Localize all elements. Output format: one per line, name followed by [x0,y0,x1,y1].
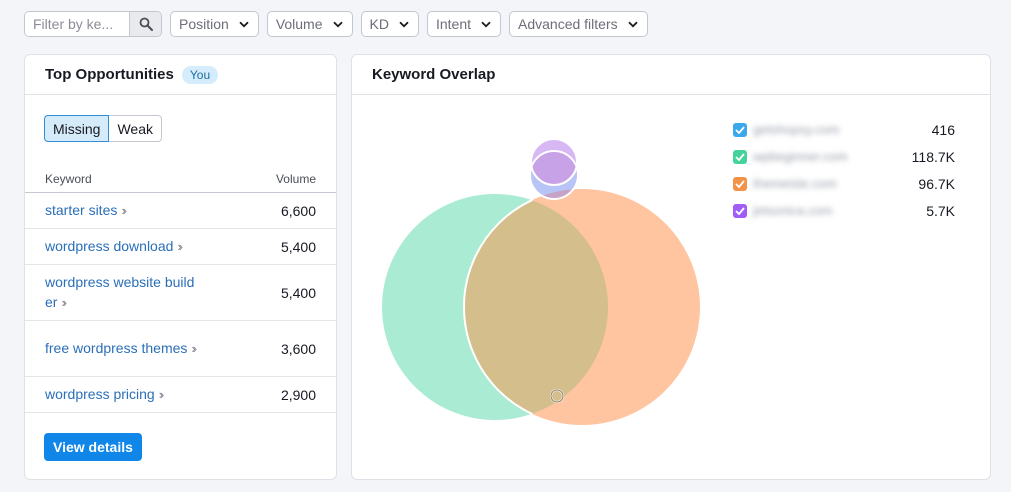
double-chevron-right-icon: ›› [61,295,66,310]
legend-item: jetsonica.com 5.7K [733,197,955,224]
keyword-overlap-card: Keyword Overlap ge [351,54,991,480]
table-row: free wordpress themes ›› 3,600 [25,321,336,377]
keyword-text: wordpress download [45,238,174,254]
dropdown-label: Advanced filters [518,16,618,32]
keyword-link[interactable]: free wordpress themes ›› [45,338,197,359]
legend-count: 96.7K [918,175,955,192]
filter-bar: Position Volume KD Intent Advanced filte… [24,11,648,37]
column-header-keyword: Keyword [45,171,92,186]
keyword-link[interactable]: wordpress download ›› [45,236,197,257]
tab-weak[interactable]: Weak [109,115,163,142]
chevron-down-icon [399,21,409,28]
view-details-button[interactable]: View details [44,433,142,461]
kd-dropdown[interactable]: KD [360,11,419,37]
legend-count: 416 [931,121,955,138]
double-chevron-right-icon: ›› [158,387,164,402]
venn-circle-outline [550,389,564,403]
legend-domain: wpbeginner.com [753,149,848,164]
volume-value: 5,400 [280,284,316,301]
volume-value: 5,400 [280,238,316,255]
keyword-text: wordpress website builder [45,274,195,310]
you-badge: You [181,65,219,84]
dropdown-label: Volume [275,16,323,32]
card-title: Keyword Overlap [372,66,496,83]
table-row: wordpress pricing ›› 2,900 [25,377,336,413]
card-header: Top Opportunities You [25,55,336,95]
dropdown-label: Position [179,16,229,32]
search-button[interactable] [129,12,161,36]
tab-missing[interactable]: Missing [44,115,110,142]
venn-overlap-region[interactable] [463,189,700,425]
venn-circle-outline [529,150,579,200]
double-chevron-right-icon: ›› [191,341,196,356]
legend-count: 5.7K [926,202,955,219]
double-chevron-right-icon: ›› [121,203,126,218]
dropdown-label: Intent [435,16,471,32]
checkbox-checked-icon[interactable] [733,149,747,164]
keyword-text: wordpress pricing [45,386,155,402]
volume-value: 2,900 [280,386,316,403]
legend-domain: jetsonica.com [753,203,833,218]
chevron-down-icon [481,21,491,28]
chevron-down-icon [239,21,249,28]
legend-item: getshopsy.com 416 [733,116,955,143]
dropdown-label: KD [369,16,389,32]
venn-small-overlap [531,151,577,185]
keyword-link[interactable]: starter sites ›› [45,200,197,221]
venn-diagram [382,138,700,425]
checkbox-checked-icon[interactable] [733,176,747,191]
double-chevron-right-icon: ›› [177,239,182,254]
table-row: starter sites ›› 6,600 [25,193,336,229]
column-header-volume: Volume [275,171,316,186]
venn-legend: getshopsy.com 416 wpbeginner.com 118.7K … [733,116,955,224]
chevron-down-icon [627,21,638,28]
keywords-table: Keyword Volume starter sites ›› 6,600 wor… [25,165,336,413]
legend-count: 118.7K [911,148,955,165]
chevron-down-icon [332,21,343,28]
legend-item: themeisle.com 96.7K [733,170,955,197]
volume-dropdown[interactable]: Volume [266,11,353,37]
search-box [24,11,162,37]
legend-domain: getshopsy.com [753,122,840,137]
card-title: Top Opportunities [45,66,174,83]
missing-weak-toggle: Missing Weak [44,115,163,142]
advanced-filters-dropdown[interactable]: Advanced filters [509,11,648,37]
legend-domain: themeisle.com [753,176,837,191]
card-header: Keyword Overlap [352,55,990,95]
venn-circle-outline [530,138,578,186]
table-row: wordpress website builder ›› 5,400 [25,265,336,321]
search-icon [139,17,153,31]
keyword-link[interactable]: wordpress pricing ›› [45,384,197,405]
keyword-text: starter sites [45,202,118,218]
volume-value: 3,600 [280,340,316,357]
top-opportunities-card: Top Opportunities You Missing Weak Keywo… [24,54,337,480]
keyword-filter-input[interactable] [25,12,129,36]
keyword-text: free wordpress themes [45,340,188,356]
table-row: wordpress download ›› 5,400 [25,229,336,265]
position-dropdown[interactable]: Position [170,11,259,37]
checkbox-checked-icon[interactable] [733,122,747,137]
volume-value: 6,600 [280,202,316,219]
checkbox-checked-icon[interactable] [733,203,747,218]
intent-dropdown[interactable]: Intent [426,11,501,37]
keyword-link[interactable]: wordpress website builder ›› [45,272,197,313]
table-header: Keyword Volume [25,165,336,193]
legend-item: wpbeginner.com 118.7K [733,143,955,170]
